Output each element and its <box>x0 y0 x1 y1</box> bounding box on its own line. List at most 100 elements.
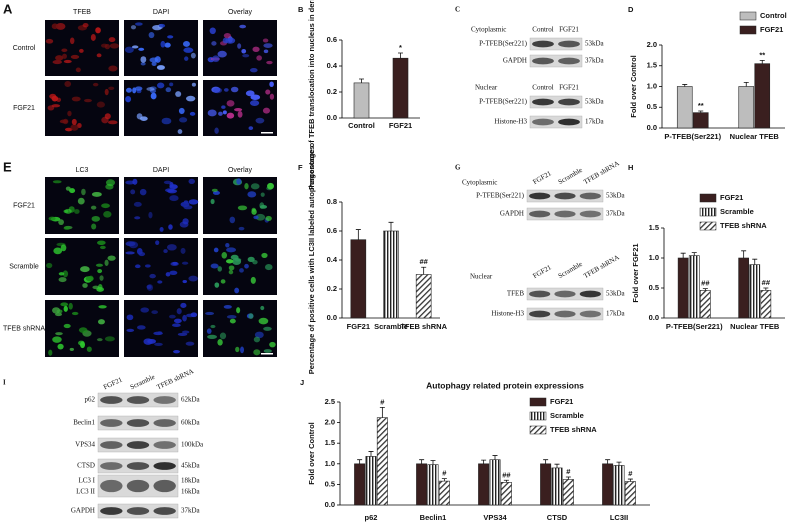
x-tick-label: FGF21 <box>347 322 370 331</box>
row-label: Scramble <box>9 263 39 270</box>
panel-letter: G <box>455 164 461 172</box>
cell <box>207 334 217 339</box>
lane-label: FGF21 <box>531 263 553 280</box>
y-tick-label: 0.6 <box>327 35 337 44</box>
bar <box>677 257 689 319</box>
legend-label: Scramble <box>720 207 754 216</box>
cell <box>64 127 73 132</box>
cell <box>63 59 72 64</box>
cell <box>140 56 147 63</box>
y-axis-label: Fold over Control <box>629 55 638 118</box>
blot-band <box>532 40 554 48</box>
y-tick-label: 1.5 <box>647 61 657 70</box>
significance-label: ## <box>762 278 771 287</box>
protein-label: GAPDH <box>503 57 527 65</box>
cell <box>63 323 71 329</box>
significance-label: # <box>442 469 447 478</box>
bar <box>415 274 432 319</box>
cell <box>266 60 273 65</box>
lane-label: TFEB shRNA <box>155 367 195 391</box>
cell <box>207 109 217 117</box>
cell <box>263 326 272 331</box>
cell <box>95 27 101 34</box>
blot-band <box>126 419 150 427</box>
cell <box>175 91 182 97</box>
cell <box>148 31 155 39</box>
cell <box>63 209 69 213</box>
cell <box>97 269 103 274</box>
error-bar <box>691 252 697 256</box>
bar <box>500 482 512 506</box>
y-tick-label: 0.4 <box>327 255 338 264</box>
legend-swatch <box>529 411 547 421</box>
cell <box>252 46 260 53</box>
significance-label: # <box>380 397 385 406</box>
panel-letter: I <box>3 379 6 387</box>
bar <box>350 239 367 319</box>
lane-label: Control <box>532 26 553 34</box>
cell <box>99 245 106 250</box>
scale-bar <box>261 353 273 355</box>
blot-band <box>529 192 551 200</box>
cell <box>179 221 189 228</box>
cell <box>250 94 261 100</box>
legend-swatch <box>699 193 717 203</box>
cell <box>250 276 256 284</box>
cell <box>223 88 229 92</box>
bar <box>416 463 428 506</box>
cell <box>239 24 247 29</box>
cell <box>226 112 235 119</box>
size-label: 60kDa <box>181 419 201 427</box>
cell <box>177 332 188 336</box>
cell <box>265 89 271 95</box>
blot-band <box>554 210 576 218</box>
blot-band <box>153 396 176 404</box>
cell <box>109 43 119 49</box>
blot-band <box>532 98 554 106</box>
error-bar <box>605 459 611 464</box>
significance-label: # <box>628 469 633 478</box>
cell <box>205 311 215 316</box>
blot-band <box>532 57 554 65</box>
column-label: Overlay <box>228 167 253 174</box>
cell <box>166 244 177 251</box>
cell <box>52 307 61 314</box>
protein-label: P-TFEB(Ser221) <box>476 192 525 200</box>
cell <box>225 259 234 264</box>
cell <box>104 259 109 266</box>
bar <box>613 465 625 506</box>
bar <box>489 459 501 506</box>
cell <box>253 349 261 356</box>
error-bar <box>379 406 385 418</box>
cell <box>70 124 79 131</box>
cell <box>69 37 75 45</box>
cell <box>71 311 79 316</box>
cell <box>220 279 226 284</box>
size-label: 100kDa <box>181 441 204 449</box>
protein-label: Histone-H3 <box>494 118 527 126</box>
lane-label: TFEB shRNA <box>582 159 621 186</box>
bar <box>365 456 377 506</box>
legend-swatch <box>699 207 717 217</box>
cell <box>75 67 81 73</box>
y-tick-label: 0.5 <box>325 479 335 488</box>
cell <box>150 92 157 100</box>
cell <box>169 314 176 319</box>
row-label: TFEB shRNA <box>3 325 45 332</box>
cell <box>51 23 59 30</box>
cell <box>221 251 228 259</box>
cell <box>269 93 275 100</box>
error-bar <box>698 110 704 113</box>
cell <box>262 38 269 43</box>
error-bar <box>359 78 364 83</box>
error-bar <box>398 52 403 59</box>
significance-label: * <box>399 43 402 52</box>
protein-label: Histone-H3 <box>491 310 524 318</box>
error-bar <box>419 459 425 464</box>
cell <box>84 98 92 103</box>
cell <box>149 273 156 279</box>
cell <box>134 86 143 91</box>
cell <box>55 332 63 336</box>
cell <box>74 209 80 214</box>
size-label: 37kDa <box>181 507 201 515</box>
